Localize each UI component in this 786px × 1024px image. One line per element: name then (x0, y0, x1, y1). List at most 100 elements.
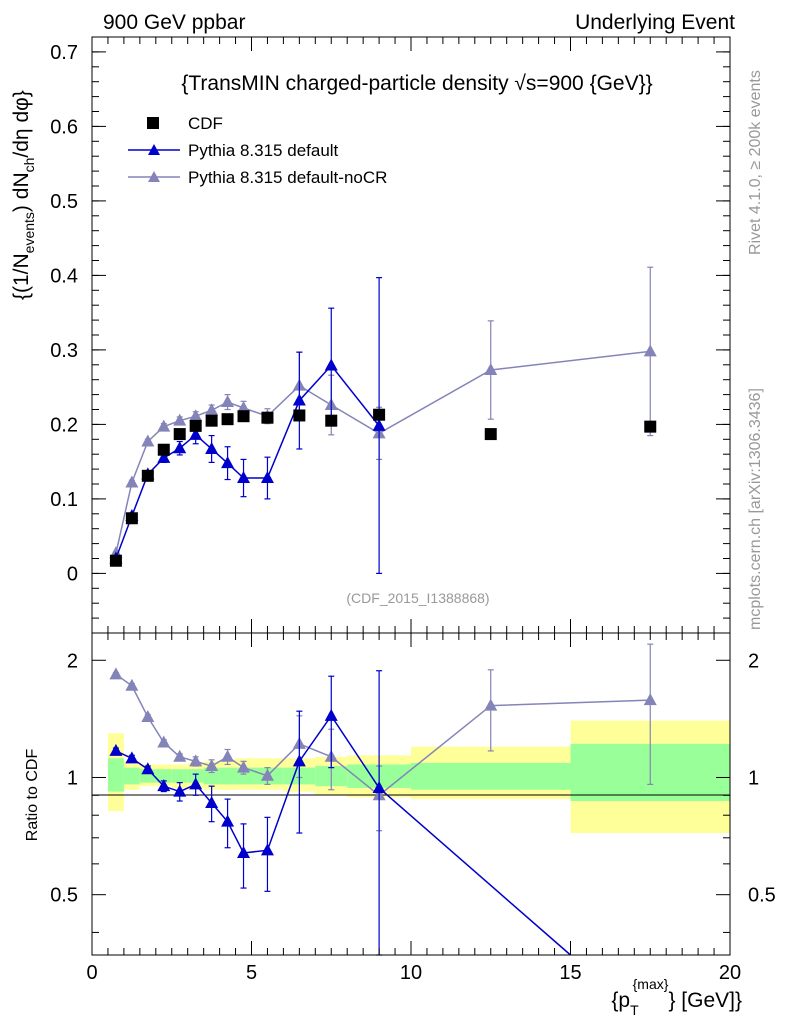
mcplots-label: mcplots.cern.ch [arXiv:1306.3436] (747, 388, 764, 630)
chart-title: {TransMIN charged-particle density √s=90… (181, 72, 652, 95)
ratio-axis-ticks (91, 633, 731, 955)
legend-marker-pythia-default (148, 144, 160, 155)
legend-label-cdf: CDF (188, 114, 223, 133)
main-cdf-point (221, 413, 234, 426)
main-pythia-nocr-point (157, 419, 171, 432)
ratio-pythia-default-point (260, 843, 274, 856)
ratio-pythia-nocr-point (109, 667, 123, 680)
ratio-y-tick-label: 1 (67, 767, 78, 789)
ratio-pythia-default-point (141, 762, 155, 775)
x-tick-label: 0 (86, 962, 97, 984)
main-pythia-default-point (372, 418, 386, 431)
main-cdf-point (644, 420, 657, 433)
main-pythia-default-point (324, 358, 338, 371)
header-right: Underlying Event (575, 11, 735, 34)
x-tick-label: 5 (246, 962, 257, 984)
main-pythia-default-point (189, 427, 203, 440)
ratio-pythia-default-point (372, 780, 386, 793)
main-cdf-point (293, 409, 306, 422)
x-axis-label: {pT{max}} [GeV]} (611, 976, 742, 1018)
main-pythia-nocr-point (484, 363, 498, 376)
ratio-panel: 0.5 0.5 1 1 2 2 0 5 10 15 20 Ratio to CDF {pT{max… (24, 632, 776, 1018)
main-pythia-default-line (115, 364, 380, 559)
main-pythia-nocr-line (115, 350, 651, 554)
main-cdf-point (325, 414, 338, 427)
ratio-pythia-default-point (221, 814, 235, 827)
x-tick-labels: 0 5 10 15 20 (86, 962, 741, 984)
ratio-y-axis-label: Ratio to CDF (24, 749, 41, 842)
header-left: 900 GeV ppbar (103, 11, 245, 34)
ratio-band-green (155, 769, 172, 783)
main-cdf-point (109, 554, 122, 567)
ratio-y-tick-label-right: 0.5 (748, 885, 776, 907)
main-pythia-nocr-point (189, 409, 203, 422)
ratio-pythia-default-point (157, 779, 171, 792)
ratio-band-green (171, 769, 188, 783)
main-y-tick-label: 0.6 (50, 116, 78, 138)
ratio-pythia-default-point (205, 795, 219, 808)
ratio-pythia-default-point (292, 754, 306, 767)
analysis-watermark: (CDF_2015_I1388868) (346, 590, 489, 606)
ratio-pythia-nocr-point (643, 693, 657, 706)
main-y-tick-label: 0.7 (50, 42, 78, 64)
rivet-version-label: Rivet 4.1.0, ≥ 200k events (747, 70, 764, 255)
main-y-tick-label: 0 (67, 563, 78, 585)
ratio-pythia-nocr-point (205, 759, 219, 772)
main-panel: 0 0.1 0.2 0.3 0.4 0.5 0.6 0.7 {TransMIN charged… (10, 36, 731, 634)
main-pythia-nocr-point (205, 403, 219, 416)
main-cdf-point (125, 512, 138, 525)
ratio-pythia-nocr-point (125, 678, 139, 691)
main-series (109, 266, 657, 574)
main-pythia-nocr-point (643, 344, 657, 357)
ratio-pythia-nocr-point (484, 698, 498, 711)
ratio-y-tick-labels: 0.5 0.5 1 1 2 2 (50, 650, 776, 906)
main-pythia-default-point (260, 471, 274, 484)
main-cdf-point (237, 410, 250, 423)
ratio-band-green (411, 762, 571, 790)
x-tick-label: 15 (559, 962, 581, 984)
legend-marker-pythia-nocr (148, 171, 160, 182)
ratio-pythia-default-point (189, 777, 203, 790)
main-cdf-point (189, 419, 202, 432)
main-pythia-nocr-point (173, 413, 187, 426)
main-pythia-nocr-point (125, 475, 139, 488)
main-cdf-point (173, 428, 186, 441)
main-y-tick-label: 0.1 (50, 489, 78, 511)
main-cdf-point (373, 408, 386, 421)
main-cdf-point (261, 411, 274, 424)
ratio-pythia-default-point (109, 743, 123, 756)
ratio-pythia-default-point (125, 751, 139, 764)
ratio-band-green (123, 767, 140, 785)
ratio-y-tick-label-right: 1 (748, 767, 759, 789)
main-pythia-default-point (292, 393, 306, 406)
ratio-pythia-nocr-point (141, 709, 155, 722)
main-y-tick-label: 0.4 (50, 265, 78, 287)
main-cdf-point (484, 428, 497, 441)
ratio-band-green (203, 767, 220, 785)
legend: CDF Pythia 8.315 default Pythia 8.315 de… (128, 114, 387, 187)
ratio-pythia-nocr-point (189, 754, 203, 767)
main-y-tick-label: 0.5 (50, 191, 78, 213)
main-cdf-point (157, 443, 170, 456)
ratio-y-tick-label: 0.5 (50, 885, 78, 907)
main-pythia-default-point (221, 456, 235, 469)
legend-label-pythia-nocr: Pythia 8.315 default-noCR (188, 168, 387, 187)
ratio-pythia-nocr-point (260, 768, 274, 781)
ratio-pythia-nocr-point (237, 760, 251, 773)
ratio-pythia-nocr-point (221, 749, 235, 762)
legend-marker-cdf (147, 117, 159, 129)
main-pythia-nocr-point (237, 401, 251, 414)
ratio-band-green (219, 767, 236, 785)
main-pythia-default-point (237, 471, 251, 484)
ratio-pythia-default-point (237, 845, 251, 858)
main-pythia-default-point (157, 450, 171, 463)
main-pythia-default-point (205, 441, 219, 454)
ratio-pythia-default-point (324, 708, 338, 721)
main-pythia-default-point (173, 441, 187, 454)
ratio-band-green (107, 758, 124, 792)
ratio-y-tick-label: 2 (67, 650, 78, 672)
ratio-pythia-default-point (173, 784, 187, 797)
main-y-tick-label: 0.3 (50, 340, 78, 362)
x-tick-label: 20 (719, 962, 741, 984)
